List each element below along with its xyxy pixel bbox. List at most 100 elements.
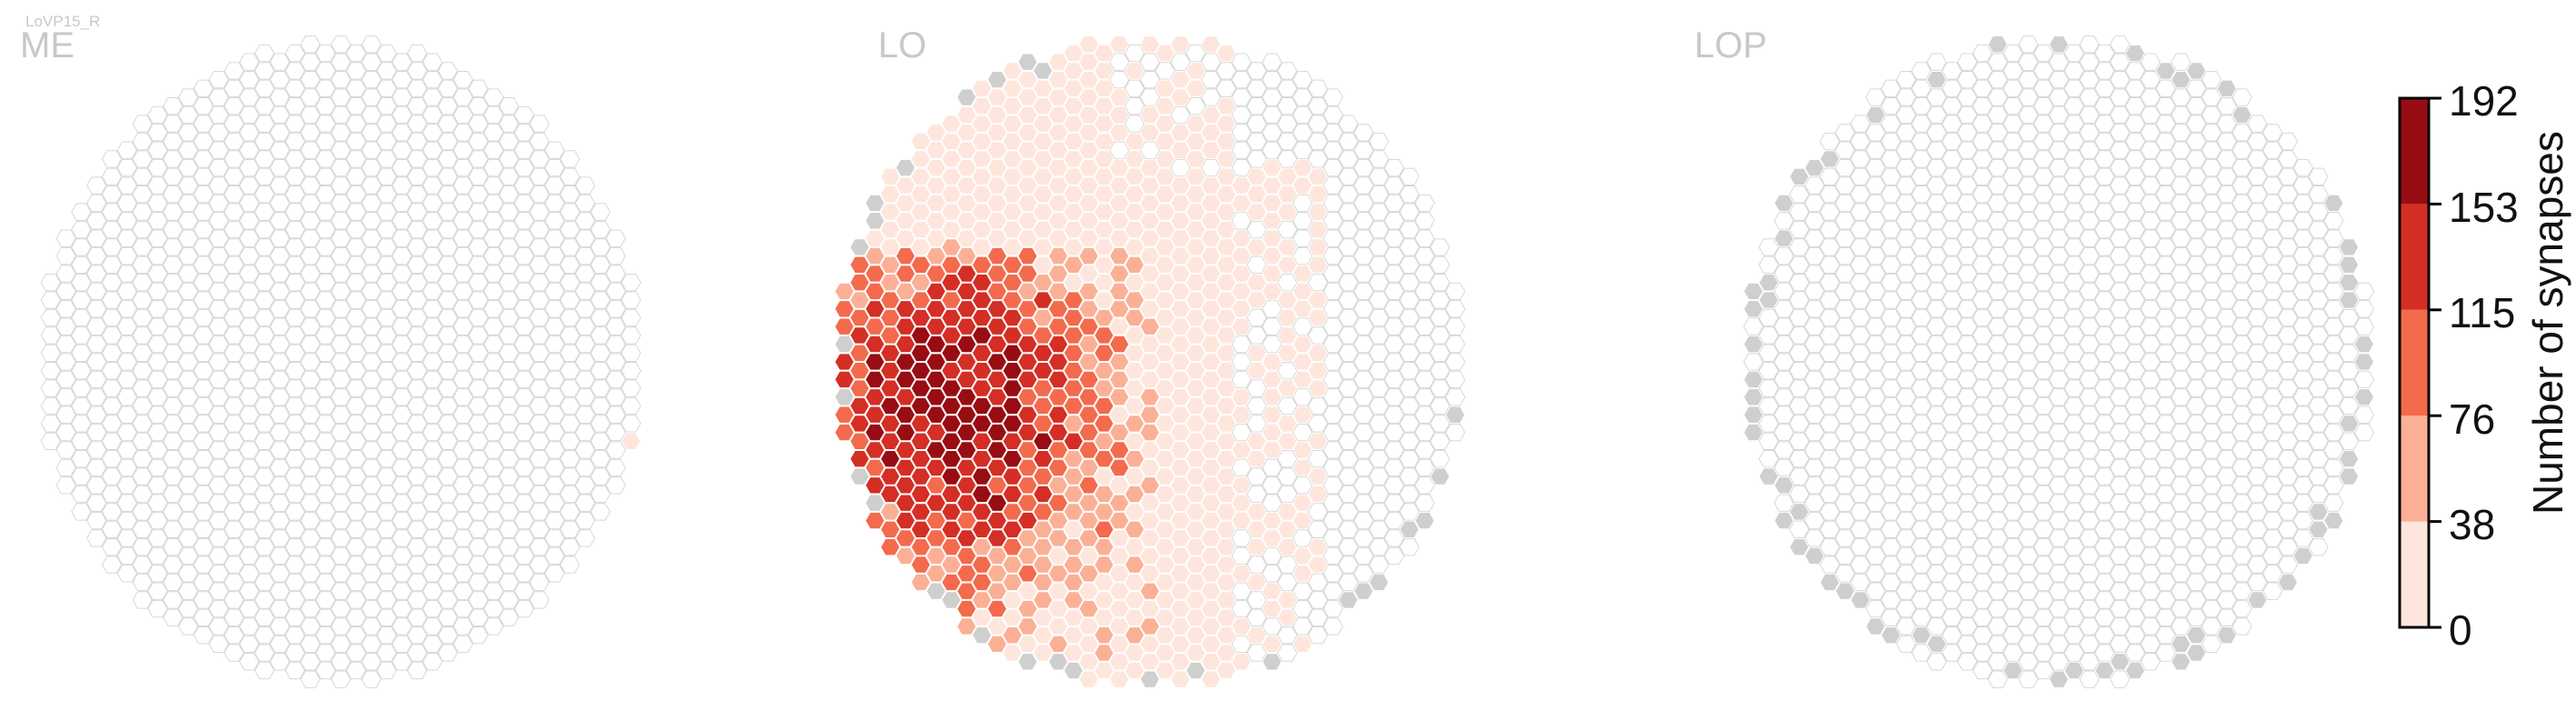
hex-cell: [1881, 255, 1902, 274]
hex-cell: [2186, 503, 2207, 521]
hex-cell: [330, 194, 352, 213]
hex-cell: [315, 467, 336, 486]
hex-cell: [2155, 573, 2176, 592]
hex-cell: [1231, 617, 1252, 636]
hex-cell: [1154, 450, 1175, 468]
hex-cell: [392, 124, 413, 142]
hex-cell: [2277, 415, 2299, 433]
hex-cell: [1124, 167, 1145, 185]
hex-cell: [2232, 388, 2252, 406]
hex-cell: [1383, 317, 1404, 335]
hex-cell: [1215, 644, 1237, 662]
hex-cell: [239, 176, 260, 195]
hex-cell: [422, 582, 443, 600]
hex-cell: [193, 132, 214, 151]
hex-cell: [1338, 238, 1359, 256]
hex-cell: [1942, 467, 1962, 486]
hex-cell: [1093, 432, 1114, 450]
hex-cell: [2232, 370, 2252, 389]
hex-cell: [361, 388, 382, 406]
hex-cell: [1430, 396, 1451, 416]
hex-cell: [2232, 176, 2252, 195]
hex-cell: [208, 88, 229, 106]
hex-cell: [239, 194, 260, 213]
hex-cell: [925, 546, 946, 566]
hex-cell: [1307, 308, 1328, 327]
hex-cell: [2292, 353, 2313, 371]
hex-cell: [2292, 494, 2313, 512]
hex-cell: [1942, 344, 1962, 362]
hex-cell: [2140, 546, 2161, 566]
hex-cell: [254, 326, 275, 345]
hex-cell: [1262, 565, 1283, 583]
hex-cell: [1002, 396, 1023, 416]
hex-cell: [2124, 415, 2146, 433]
hex-cell: [1139, 406, 1161, 424]
hex-cell: [285, 308, 305, 327]
hex-cell: [2048, 317, 2070, 335]
hex-cell: [895, 176, 916, 195]
hex-cell: [1414, 300, 1435, 318]
hex-cell: [1338, 150, 1359, 168]
hex-cell: [2048, 70, 2070, 89]
hex-cell: [193, 97, 214, 115]
hex-cell: [2247, 220, 2268, 239]
hex-cell: [1323, 388, 1343, 406]
hex-cell: [345, 62, 366, 80]
hex-cell: [392, 353, 413, 371]
hex-cell: [1170, 529, 1191, 547]
hex-cell: [1002, 556, 1023, 574]
hex-cell: [1834, 441, 1855, 459]
hex-cell: [406, 661, 428, 680]
hex-cell: [2339, 450, 2360, 468]
hex-cell: [1201, 546, 1222, 566]
hex-cell: [2155, 520, 2176, 538]
hex-cell: [2094, 591, 2115, 609]
hex-cell: [2110, 406, 2131, 424]
hex-cell: [422, 176, 443, 195]
hex-cell: [1383, 194, 1404, 213]
hex-cell: [2155, 255, 2176, 274]
hex-cell: [468, 432, 489, 450]
hex-cell: [1804, 265, 1825, 283]
hex-cell: [880, 274, 901, 292]
hex-cell: [300, 582, 321, 600]
hex-cell: [1033, 115, 1053, 133]
hex-cell: [1942, 538, 1962, 556]
hex-cell: [1078, 35, 1099, 54]
hex-cell: [956, 406, 977, 424]
hex-cell: [1017, 565, 1038, 583]
hex-cell: [1834, 194, 1855, 213]
hex-cell: [849, 379, 870, 397]
hex-cell: [1414, 423, 1435, 442]
hex-cell: [1881, 185, 1902, 204]
hex-cell: [544, 511, 565, 530]
hex-cell: [1957, 546, 1978, 566]
hex-cell: [514, 370, 534, 389]
hex-cell: [1201, 300, 1222, 318]
hex-cell: [925, 582, 946, 600]
hex-cell: [101, 415, 123, 433]
hex-cell: [1063, 608, 1084, 626]
hex-cell: [1804, 212, 1825, 230]
hex-cell: [2079, 53, 2100, 71]
hex-cell: [269, 353, 290, 371]
hex-cell: [1414, 388, 1435, 406]
hex-cell: [1170, 617, 1191, 636]
hex-cell: [1399, 238, 1420, 256]
hex-cell: [498, 185, 519, 204]
hex-cell: [453, 229, 474, 247]
hex-cell: [147, 194, 168, 213]
hex-cell: [2018, 158, 2039, 177]
hex-cell: [1850, 503, 1871, 521]
hex-cell: [2079, 423, 2100, 442]
hex-cell: [1109, 300, 1130, 318]
hex-cell: [1987, 635, 2008, 654]
hex-cell: [2094, 538, 2115, 556]
hex-cell: [2048, 529, 2070, 547]
hex-cell: [544, 353, 565, 371]
hex-cell: [925, 565, 946, 583]
hex-cell: [1773, 423, 1794, 442]
hex-cell: [1139, 229, 1161, 247]
hex-cell: [1215, 44, 1237, 63]
